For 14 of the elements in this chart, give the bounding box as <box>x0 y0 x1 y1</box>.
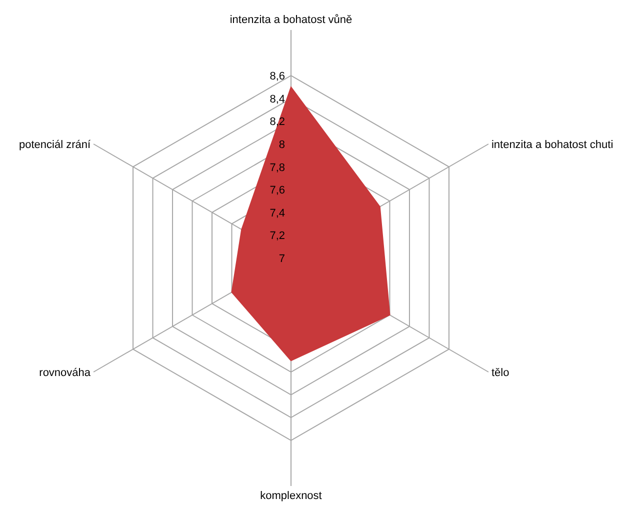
y-tick-label: 8,4 <box>270 93 285 106</box>
y-tick-label: 7,2 <box>270 230 285 242</box>
y-tick-label: 7,4 <box>270 207 285 220</box>
y-tick-label: 7 <box>278 253 285 265</box>
spoke-label: intenzita a bohatost chuti <box>491 139 614 151</box>
y-tick-label: 8,6 <box>270 70 285 83</box>
spoke-label: rovnováha <box>39 367 92 379</box>
spoke-label: komplexnost <box>260 490 322 502</box>
spoke-label: potenciál zrání <box>19 139 92 151</box>
spoke-label: intenzita a bohatost vůně <box>230 14 352 26</box>
spoke-label: tělo <box>491 367 510 379</box>
y-tick-label: 7,8 <box>270 162 285 174</box>
y-tick-label: 7,6 <box>270 184 285 197</box>
y-tick-label: 8 <box>278 139 285 151</box>
